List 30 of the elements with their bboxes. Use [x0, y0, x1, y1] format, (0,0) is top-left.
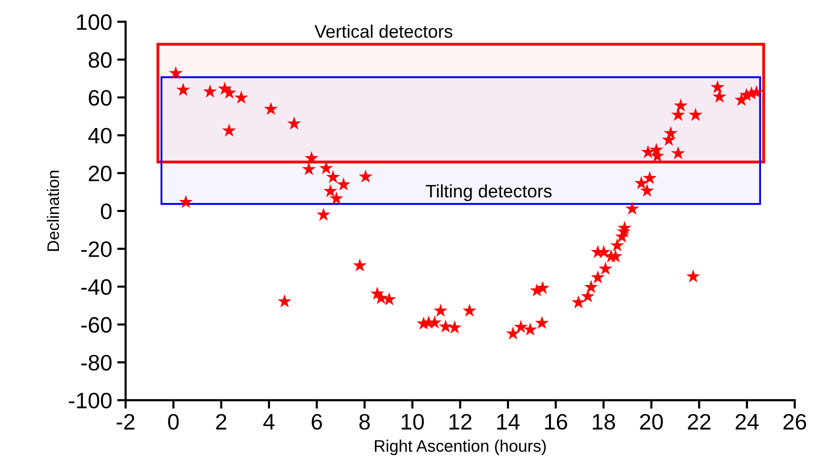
- x-tick-label: 2: [216, 414, 226, 430]
- x-tick-label: 26: [783, 414, 806, 430]
- x-tick-label: 16: [545, 414, 568, 430]
- y-tick-label: 20: [88, 166, 112, 182]
- band-label: Vertical detectors: [314, 24, 452, 38]
- x-tick-label: 18: [592, 414, 615, 430]
- x-tick-label: 22: [688, 414, 710, 430]
- y-tick-label: -100: [68, 392, 112, 408]
- x-tick-label: 12: [450, 414, 472, 430]
- y-tick-label: 40: [88, 128, 112, 144]
- y-tick-label: -20: [81, 241, 112, 258]
- y-tick-label: 0: [100, 203, 112, 220]
- x-tick-label: 10: [402, 414, 424, 430]
- y-tick-label: 80: [88, 52, 112, 68]
- x-tick-label: 8: [359, 414, 370, 430]
- x-tick-label: 24: [736, 414, 759, 430]
- x-tick-label: 0: [168, 414, 179, 430]
- y-tick-label: 100: [77, 14, 112, 30]
- y-tick-label: 60: [88, 90, 112, 106]
- x-tick-label: 20: [640, 414, 663, 430]
- y-tick-label: -60: [81, 317, 112, 333]
- x-axis-title: Right Ascention (hours): [374, 440, 546, 456]
- y-axis-title: Declination: [46, 170, 60, 251]
- x-tick-label: 14: [497, 414, 520, 430]
- x-tick-label: 4: [263, 414, 275, 430]
- x-tick-label: 6: [312, 414, 322, 430]
- band-label: Tilting detectors: [426, 184, 552, 202]
- y-tick-label: -40: [81, 279, 112, 295]
- x-tick-label: -2: [116, 414, 134, 430]
- y-tick-label: -80: [81, 354, 112, 371]
